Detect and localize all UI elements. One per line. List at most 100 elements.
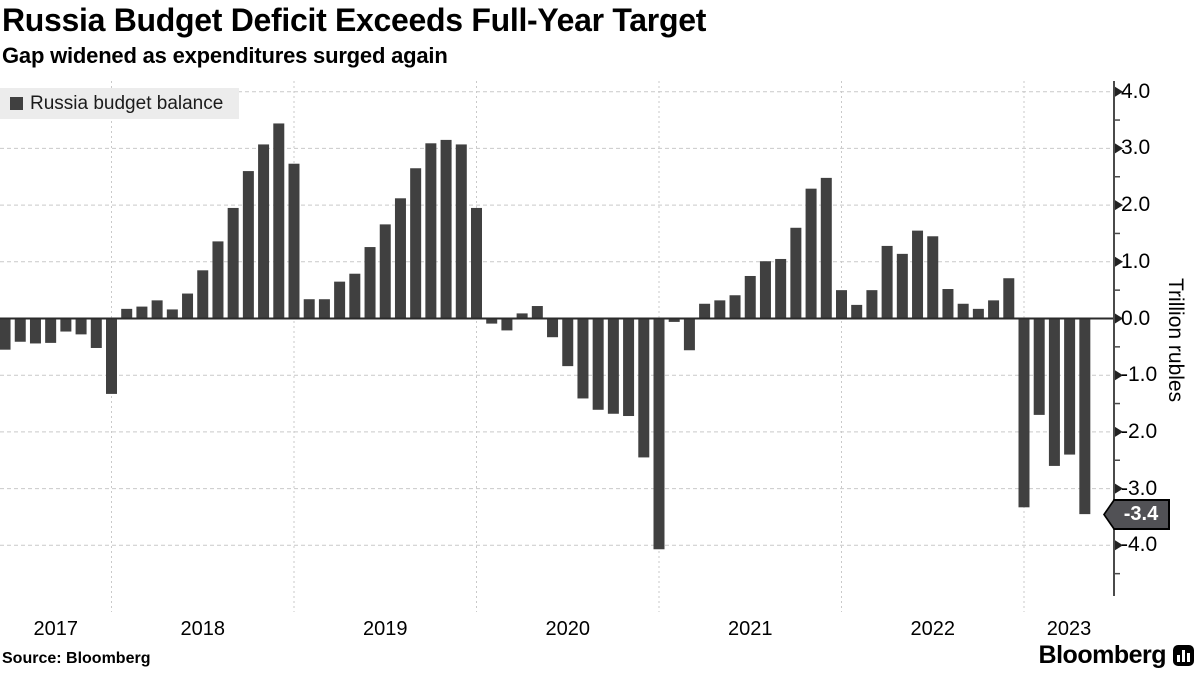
bar-2018-12 bbox=[288, 163, 300, 319]
bar-2022-10 bbox=[988, 300, 1000, 319]
x-axis-label-2018: 2018 bbox=[180, 618, 225, 640]
bar-2022-01 bbox=[851, 304, 863, 319]
bar-2019-04 bbox=[349, 273, 361, 319]
x-axis-label-2023: 2023 bbox=[1046, 618, 1092, 640]
bar-2022-03 bbox=[881, 245, 893, 319]
bar-2018-06 bbox=[197, 270, 209, 319]
bar-2022-05 bbox=[912, 230, 924, 319]
bar-2017-06 bbox=[14, 318, 26, 342]
bar-2023-02 bbox=[1048, 318, 1060, 466]
bar-2020-08 bbox=[592, 318, 604, 410]
bar-2021-10 bbox=[805, 188, 817, 319]
y-axis-title: Trillion rubles bbox=[1164, 277, 1187, 403]
x-axis-label-2020: 2020 bbox=[545, 618, 590, 640]
bar-2021-03 bbox=[699, 303, 711, 319]
badge-value: -3.4 bbox=[1105, 501, 1168, 528]
bar-2021-05 bbox=[729, 295, 741, 319]
legend: Russia budget balance bbox=[0, 88, 240, 119]
bar-2017-11 bbox=[90, 318, 102, 348]
y-axis-major-tick bbox=[1115, 200, 1123, 211]
y-axis-major-tick bbox=[1115, 370, 1123, 381]
x-axis-label-2021: 2021 bbox=[727, 618, 773, 640]
x-axis-label-2019: 2019 bbox=[362, 618, 408, 640]
bar-2021-07 bbox=[759, 261, 771, 319]
bar-2021-06 bbox=[744, 275, 756, 319]
y-axis-label-1.0: 1.0 bbox=[1121, 249, 1151, 273]
bar-2018-02 bbox=[136, 306, 148, 319]
bar-2019-01 bbox=[303, 299, 315, 319]
bar-2022-02 bbox=[866, 290, 878, 319]
bar-2019-07 bbox=[394, 198, 406, 319]
y-axis-label--3.0: -3.0 bbox=[1121, 476, 1158, 500]
bar-2019-12 bbox=[471, 207, 482, 319]
legend-swatch-icon bbox=[10, 97, 23, 110]
bar-2017-08 bbox=[45, 318, 57, 343]
bar-2020-06 bbox=[562, 318, 574, 367]
bloomberg-logo: Bloomberg bbox=[1039, 641, 1194, 670]
bar-2018-07 bbox=[212, 241, 224, 319]
bar-2021-01 bbox=[668, 318, 680, 322]
bar-2018-11 bbox=[273, 123, 285, 319]
bar-2020-03 bbox=[516, 313, 528, 319]
bar-2017-09 bbox=[60, 318, 72, 332]
bar-2018-01 bbox=[121, 308, 133, 319]
y-axis-label-0.0: 0.0 bbox=[1121, 306, 1151, 330]
y-axis-label-4.0: 4.0 bbox=[1121, 79, 1151, 103]
bar-2019-06 bbox=[379, 224, 391, 319]
y-axis-label--2.0: -2.0 bbox=[1121, 419, 1158, 443]
bar-2018-09 bbox=[242, 171, 254, 319]
bar-2020-11 bbox=[638, 318, 650, 458]
bar-2020-07 bbox=[577, 318, 589, 399]
bar-2019-05 bbox=[364, 247, 376, 319]
legend-label: Russia budget balance bbox=[30, 92, 224, 114]
bloomberg-chart-icon bbox=[1173, 645, 1194, 666]
bar-2019-11 bbox=[455, 144, 467, 319]
bloomberg-wordmark: Bloomberg bbox=[1038, 641, 1167, 669]
bar-2020-04 bbox=[531, 306, 543, 319]
y-axis-major-tick bbox=[1115, 86, 1123, 97]
source-credit: Source: Bloomberg bbox=[2, 650, 151, 667]
x-axis-label-2017: 2017 bbox=[33, 618, 78, 640]
y-axis-major-tick bbox=[1115, 143, 1123, 154]
bar-2018-10 bbox=[258, 144, 270, 319]
y-axis-major-tick bbox=[1115, 426, 1123, 437]
y-axis-major-tick bbox=[1115, 313, 1123, 324]
bar-2023-04 bbox=[1079, 318, 1091, 515]
bar-2022-07 bbox=[942, 289, 954, 319]
bar-2021-12 bbox=[836, 290, 847, 319]
last-value-badge: -3.4 bbox=[1103, 499, 1170, 530]
bar-2020-05 bbox=[547, 318, 559, 338]
bar-2022-08 bbox=[957, 303, 969, 319]
y-axis-major-tick bbox=[1115, 483, 1123, 494]
y-axis-label--1.0: -1.0 bbox=[1121, 363, 1158, 387]
bar-2020-01 bbox=[486, 318, 498, 324]
page-subtitle: Gap widened as expenditures surged again bbox=[2, 43, 448, 68]
bar-2021-08 bbox=[775, 258, 787, 319]
bar-2020-02 bbox=[501, 318, 513, 331]
bar-2020-12 bbox=[653, 318, 665, 550]
bar-2019-02 bbox=[318, 299, 330, 319]
bar-2017-12 bbox=[106, 318, 117, 394]
y-axis-label--4.0: -4.0 bbox=[1121, 533, 1158, 557]
bar-2022-11 bbox=[1003, 278, 1015, 319]
bar-2023-03 bbox=[1064, 318, 1076, 455]
bar-2021-09 bbox=[790, 227, 802, 319]
bar-2018-04 bbox=[166, 309, 178, 319]
bar-2022-04 bbox=[896, 253, 908, 319]
bar-2019-08 bbox=[410, 168, 422, 319]
bar-2022-12 bbox=[1018, 318, 1030, 508]
bar-2019-03 bbox=[334, 281, 346, 319]
bar-2020-09 bbox=[607, 318, 619, 414]
bar-2017-07 bbox=[29, 318, 41, 344]
bar-2023-01 bbox=[1033, 318, 1045, 415]
x-axis-label-2022: 2022 bbox=[910, 618, 955, 640]
bar-2017-10 bbox=[75, 318, 87, 335]
bar-2022-06 bbox=[927, 236, 939, 319]
bar-2020-10 bbox=[623, 318, 635, 417]
bar-2018-08 bbox=[227, 207, 239, 319]
y-axis-label-3.0: 3.0 bbox=[1121, 136, 1151, 160]
bar-2019-10 bbox=[440, 139, 452, 319]
bar-2017-05 bbox=[0, 318, 11, 350]
bar-2021-11 bbox=[820, 177, 832, 319]
